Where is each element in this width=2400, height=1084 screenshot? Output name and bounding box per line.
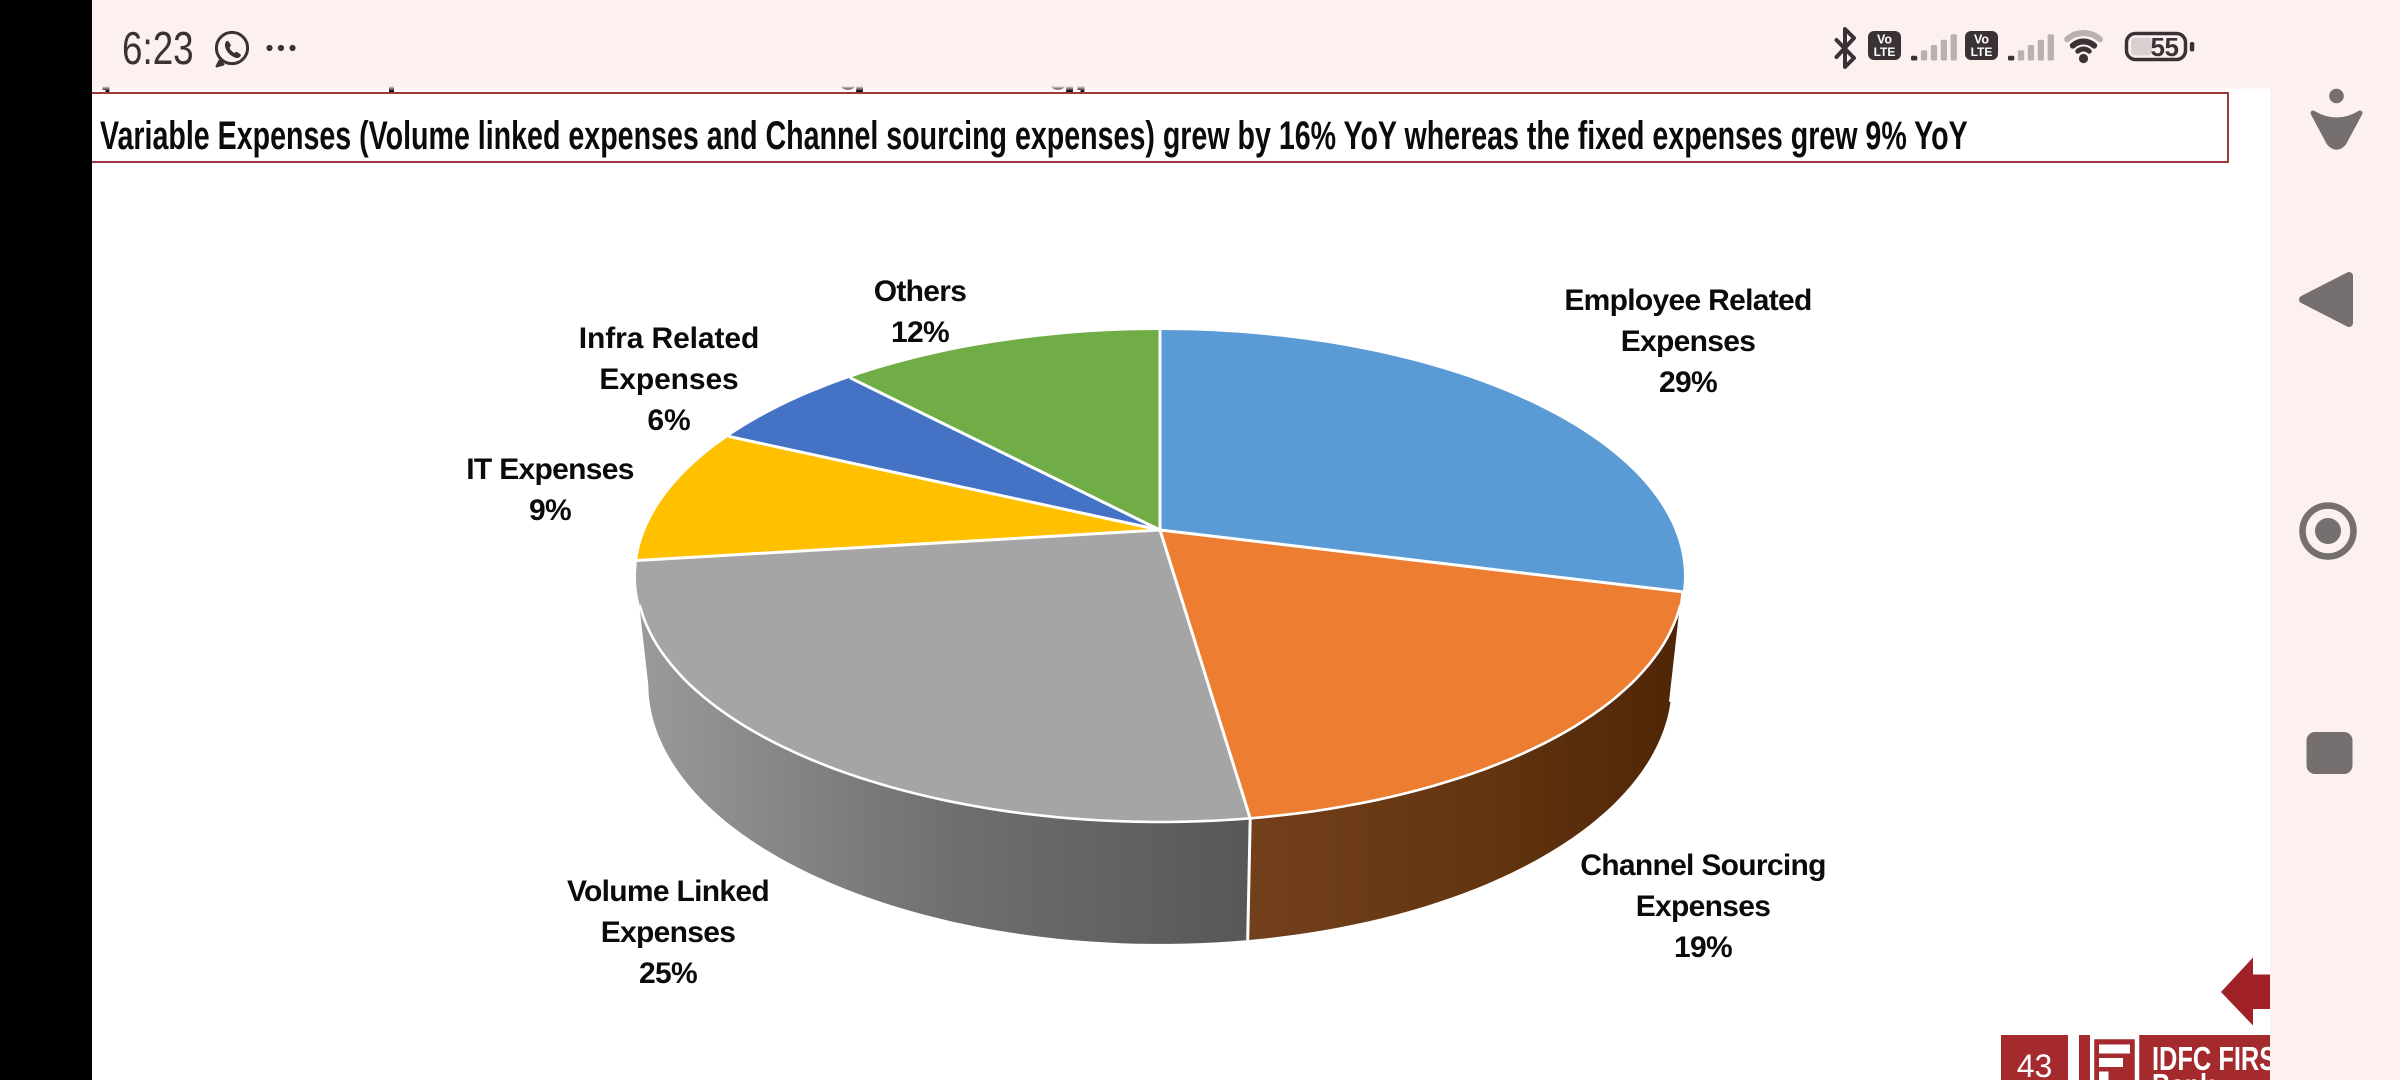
svg-text:Vo: Vo bbox=[1877, 33, 1892, 47]
svg-text:Vo: Vo bbox=[1974, 33, 1989, 47]
svg-text:LTE: LTE bbox=[1874, 45, 1896, 59]
svg-text:55: 55 bbox=[2151, 32, 2179, 62]
svg-text:LTE: LTE bbox=[1971, 45, 1993, 59]
